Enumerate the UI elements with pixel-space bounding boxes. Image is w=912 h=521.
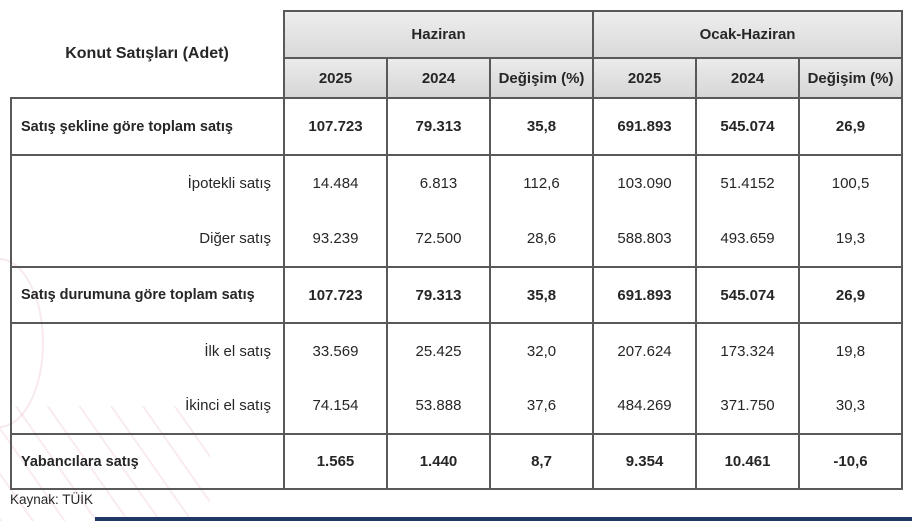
table-cell: 51.4152 xyxy=(695,154,801,211)
header-row-years: 2025 2024 Değişim (%) 2025 2024 Değişim … xyxy=(11,57,904,99)
table-row-yabancilara: Yabancılara satış 1.565 1.440 8,7 9.354 … xyxy=(10,433,904,490)
table-cell: 72.500 xyxy=(386,211,491,268)
table-cell: 493.659 xyxy=(695,211,801,268)
table-cell: 79.313 xyxy=(386,266,491,324)
table-cell: 6.813 xyxy=(386,154,491,211)
table-cell: 691.893 xyxy=(592,266,698,324)
table-cell: 35,8 xyxy=(488,97,595,156)
table-cell: 32,0 xyxy=(488,322,595,378)
table-cell: 33.569 xyxy=(283,322,388,378)
table-cell: 371.750 xyxy=(695,378,801,435)
table-row-ikinci-el: İkinci el satış 74.154 53.888 37,6 484.2… xyxy=(10,378,904,435)
table-cell: 19,8 xyxy=(798,322,904,378)
column-header-ocak-2025: 2025 xyxy=(592,57,698,99)
column-group-ocak-haziran: Ocak-Haziran xyxy=(592,10,904,59)
table-cell: 691.893 xyxy=(592,97,698,156)
row-label: Satış şekline göre toplam satış xyxy=(10,97,285,156)
table-cell: 19,3 xyxy=(798,211,904,268)
table-row-satis-durumuna: Satış durumuna göre toplam satış 107.723… xyxy=(10,266,904,324)
table-cell: 35,8 xyxy=(488,266,595,324)
table-cell: 107.723 xyxy=(283,97,388,156)
table-cell: -10,6 xyxy=(798,433,904,490)
table-cell: 103.090 xyxy=(592,154,698,211)
row-label: İlk el satış xyxy=(10,322,285,378)
table-cell: 545.074 xyxy=(695,266,801,324)
table-row-satis-sekline: Satış şekline göre toplam satış 107.723 … xyxy=(10,97,904,156)
page-title: Konut Satışları (Adet) xyxy=(11,11,284,98)
table-cell: 25.425 xyxy=(386,322,491,378)
table-cell: 100,5 xyxy=(798,154,904,211)
table-cell: 30,3 xyxy=(798,378,904,435)
table-cell: 28,6 xyxy=(488,211,595,268)
housing-sales-table: Konut Satışları (Adet) Haziran Ocak-Hazi… xyxy=(10,10,904,490)
column-header-ocak-2024: 2024 xyxy=(695,57,801,99)
source-note: Kaynak: TÜİK xyxy=(10,492,94,507)
table-cell: 26,9 xyxy=(798,266,904,324)
column-header-haziran-2025: 2025 xyxy=(283,57,388,99)
table-row-diger: Diğer satış 93.239 72.500 28,6 588.803 4… xyxy=(10,211,904,268)
table-cell: 79.313 xyxy=(386,97,491,156)
table-row-ilk-el: İlk el satış 33.569 25.425 32,0 207.624 … xyxy=(10,322,904,378)
column-header-ocak-degisim: Değişim (%) xyxy=(798,57,904,99)
table-cell: 173.324 xyxy=(695,322,801,378)
table-cell: 74.154 xyxy=(283,378,388,435)
table-cell: 53.888 xyxy=(386,378,491,435)
table-cell: 484.269 xyxy=(592,378,698,435)
table-cell: 1.440 xyxy=(386,433,491,490)
table-cell: 207.624 xyxy=(592,322,698,378)
table-cell: 107.723 xyxy=(283,266,388,324)
row-label: Satış durumuna göre toplam satış xyxy=(10,266,285,324)
header-row-groups: Konut Satışları (Adet) Haziran Ocak-Hazi… xyxy=(11,10,904,98)
table-cell: 26,9 xyxy=(798,97,904,156)
table-cell: 112,6 xyxy=(488,154,595,211)
table-cell: 14.484 xyxy=(283,154,388,211)
column-group-haziran: Haziran xyxy=(282,10,595,59)
table-cell: 588.803 xyxy=(592,211,698,268)
table-cell: 8,7 xyxy=(488,433,595,490)
row-label: Yabancılara satış xyxy=(10,433,285,490)
column-header-haziran-degisim: Değişim (%) xyxy=(488,57,595,99)
table-cell: 545.074 xyxy=(695,97,801,156)
table-cell: 1.565 xyxy=(283,433,388,490)
table-cell: 37,6 xyxy=(488,378,595,435)
row-label: İkinci el satış xyxy=(10,378,285,435)
table-cell: 10.461 xyxy=(695,433,801,490)
table-cell: 9.354 xyxy=(592,433,698,490)
table-row-ipotekli: İpotekli satış 14.484 6.813 112,6 103.09… xyxy=(10,154,904,211)
row-label: Diğer satış xyxy=(10,211,285,268)
row-label: İpotekli satış xyxy=(10,154,285,211)
column-header-haziran-2024: 2024 xyxy=(386,57,491,99)
bottom-accent-bar xyxy=(95,517,912,521)
table-cell: 93.239 xyxy=(283,211,388,268)
